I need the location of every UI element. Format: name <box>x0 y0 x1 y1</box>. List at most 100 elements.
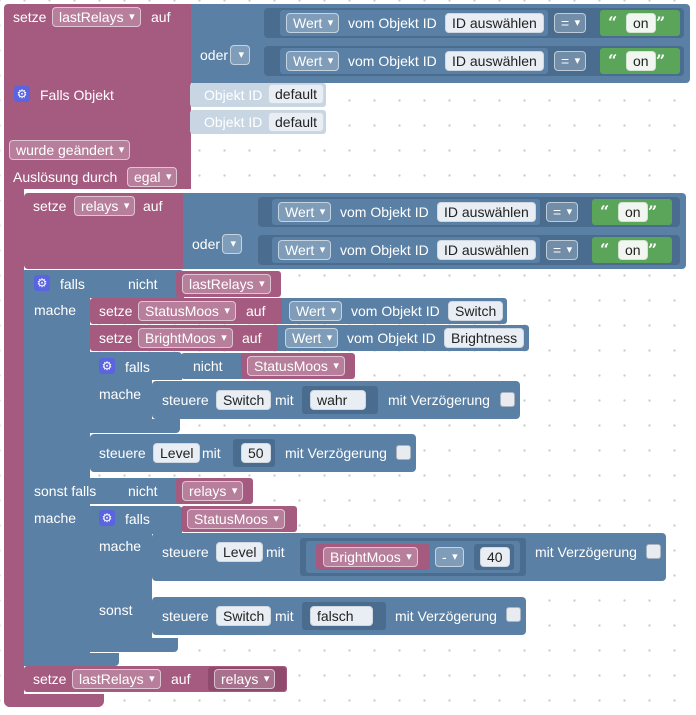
do-label: mache <box>99 386 142 402</box>
of-object-label: vom Objekt ID <box>348 53 437 69</box>
control-target[interactable]: Switch <box>216 390 272 410</box>
delay-checkbox[interactable] <box>646 544 661 559</box>
object-id-selector[interactable]: Brightness <box>444 328 525 348</box>
to-label: auf <box>246 303 266 319</box>
property-dropdown[interactable]: Wert <box>285 328 339 348</box>
text-literal[interactable]: on <box>618 240 648 260</box>
operator-dropdown[interactable]: = <box>546 240 579 260</box>
text-literal[interactable]: on <box>626 51 656 71</box>
do-label: mache <box>34 510 77 526</box>
not-block[interactable] <box>116 271 182 297</box>
object-id-label: Objekt ID <box>204 114 263 130</box>
variable-dropdown-lastrelays[interactable]: lastRelays <box>52 7 141 27</box>
object-id-selector[interactable]: ID auswählen <box>445 51 544 71</box>
delay-label: mit Verzögerung <box>535 544 637 560</box>
gear-icon[interactable]: ⚙ <box>99 358 115 374</box>
variable-dropdown-statusmoos[interactable]: StatusMoos <box>138 301 236 321</box>
delay-checkbox[interactable] <box>500 392 515 407</box>
variable-dropdown-relays[interactable]: relays <box>214 669 276 689</box>
variable-dropdown-relays[interactable]: relays <box>74 196 136 216</box>
set-label: setze <box>13 9 47 25</box>
operator-dropdown[interactable]: = <box>546 202 579 222</box>
set-label: setze <box>99 330 133 346</box>
object-id-selector[interactable]: ID auswählen <box>445 13 544 33</box>
open-quote-icon: “ <box>608 51 618 70</box>
not-label: nicht <box>128 483 158 499</box>
control-target[interactable]: Switch <box>216 606 272 626</box>
logic-op-dropdown[interactable] <box>222 234 242 254</box>
delay-checkbox[interactable] <box>396 445 411 460</box>
open-quote-icon: “ <box>600 202 610 221</box>
control-target[interactable]: Level <box>153 443 201 463</box>
property-dropdown[interactable]: Wert <box>278 240 332 260</box>
operator-dropdown[interactable]: = <box>554 51 587 71</box>
math-operator-dropdown[interactable]: - <box>435 547 464 567</box>
with-label: mit <box>266 544 285 560</box>
variable-dropdown-relays[interactable]: relays <box>182 481 244 501</box>
close-quote-icon: ” <box>648 202 658 221</box>
of-object-label: vom Objekt ID <box>348 15 437 31</box>
to-label: auf <box>151 9 171 25</box>
else-label: sonst <box>99 602 133 618</box>
with-label: mit <box>202 445 221 461</box>
boolean-dropdown[interactable]: wahr <box>310 390 367 410</box>
variable-dropdown-lastrelays[interactable]: lastRelays <box>72 669 161 689</box>
gear-icon[interactable]: ⚙ <box>99 510 115 526</box>
object-id-value[interactable]: default <box>268 84 325 104</box>
do-label: mache <box>99 538 142 554</box>
property-dropdown[interactable]: Wert <box>286 13 340 33</box>
control-label: steuere <box>162 392 209 408</box>
set-label: setze <box>33 671 67 687</box>
number-value[interactable]: 40 <box>480 547 510 567</box>
inner-if-footer <box>90 419 180 433</box>
do-label: mache <box>34 302 77 318</box>
property-dropdown[interactable]: Wert <box>286 51 340 71</box>
cause-label: Auslösung durch <box>13 169 118 185</box>
text-literal[interactable]: on <box>618 202 648 222</box>
not-block[interactable] <box>181 353 247 379</box>
to-label: auf <box>171 671 191 687</box>
of-object-label: vom Objekt ID <box>347 330 436 346</box>
if2-else-row <box>90 585 152 597</box>
close-quote-icon: ” <box>656 13 666 32</box>
if-label: falls <box>125 511 150 527</box>
with-label: mit <box>275 608 294 624</box>
variable-dropdown-lastrelays[interactable]: lastRelays <box>182 274 271 294</box>
gear-icon[interactable]: ⚙ <box>34 275 50 291</box>
variable-dropdown-brightmoos[interactable]: BrightMoos <box>138 328 233 348</box>
text-literal[interactable]: on <box>626 13 656 33</box>
variable-dropdown-brightmoos[interactable]: BrightMoos <box>323 547 418 567</box>
delay-label: mit Verzögerung <box>395 608 497 624</box>
number-value[interactable]: 50 <box>241 443 271 463</box>
elseif-label: sonst falls <box>34 483 97 499</box>
operator-dropdown[interactable]: = <box>554 13 587 33</box>
property-dropdown[interactable]: Wert <box>289 301 343 321</box>
change-type-dropdown[interactable]: wurde geändert <box>9 140 131 160</box>
trigger-body-spine <box>4 189 24 707</box>
object-id-selector[interactable]: ID auswählen <box>437 240 536 260</box>
property-dropdown[interactable]: Wert <box>278 202 332 222</box>
close-quote-icon: ” <box>656 51 666 70</box>
or-label: oder <box>200 47 229 63</box>
logic-op-dropdown[interactable] <box>230 45 250 65</box>
object-id-selector[interactable]: Switch <box>448 301 504 321</box>
variable-dropdown-statusmoos[interactable]: StatusMoos <box>247 356 345 376</box>
cause-dropdown[interactable]: egal <box>127 167 178 187</box>
variable-dropdown-statusmoos[interactable]: StatusMoos <box>187 509 285 529</box>
not-label: nicht <box>193 358 223 374</box>
not-block[interactable] <box>116 478 182 504</box>
of-object-label: vom Objekt ID <box>351 303 440 319</box>
control-target[interactable]: Level <box>216 542 264 562</box>
delay-label: mit Verzögerung <box>285 445 387 461</box>
object-id-label: Objekt ID <box>204 87 263 103</box>
boolean-dropdown[interactable]: falsch <box>310 606 373 626</box>
set-label: setze <box>99 303 133 319</box>
elseif-row <box>24 478 124 504</box>
delay-checkbox[interactable] <box>506 607 521 622</box>
trigger-footer <box>4 694 104 707</box>
object-id-selector[interactable]: ID auswählen <box>437 202 536 222</box>
if-block-spine <box>24 270 90 666</box>
gear-icon[interactable]: ⚙ <box>14 86 30 102</box>
delay-label: mit Verzögerung <box>388 392 490 408</box>
object-id-value[interactable]: default <box>268 112 325 132</box>
